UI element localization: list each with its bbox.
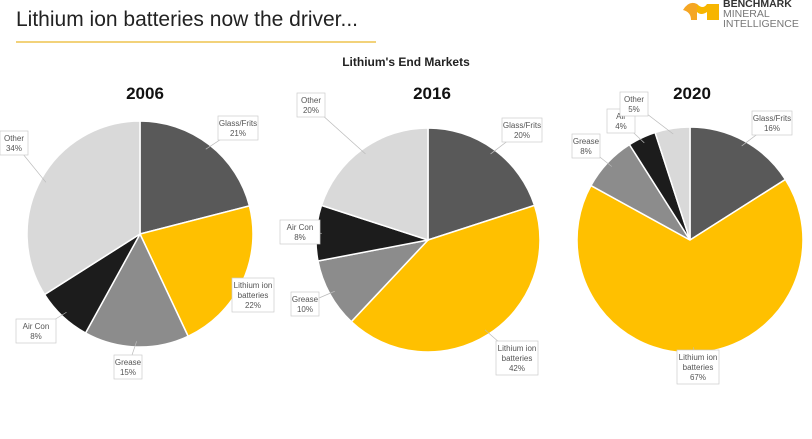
data-label: 20% (514, 131, 530, 140)
data-label: Glass/Frits (503, 121, 541, 130)
data-label: Grease (573, 137, 600, 146)
data-label: 42% (509, 364, 525, 373)
year-label: 2020 (673, 84, 711, 103)
logo-line3: INTELLIGENCE (723, 18, 799, 30)
data-label: Air Con (23, 322, 50, 331)
data-label-box (113, 354, 143, 380)
data-label: batteries (238, 291, 269, 300)
data-label: Other (624, 95, 644, 104)
data-label-box (0, 130, 29, 156)
data-label: Lithium ion (234, 281, 273, 290)
data-label: Grease (292, 295, 319, 304)
data-label: batteries (683, 363, 714, 372)
year-label: 2006 (126, 84, 164, 103)
data-label: Air Con (287, 223, 314, 232)
data-label-box (619, 91, 649, 117)
data-label: 34% (6, 144, 22, 153)
logo-line1: BENCHMARK (723, 0, 792, 10)
data-label-box (501, 117, 543, 143)
data-label: 22% (245, 301, 261, 310)
chart-title: Lithium's End Markets (342, 55, 470, 69)
data-label: 16% (764, 124, 780, 133)
pie-slice-grease (84, 232, 190, 348)
data-label: Air (616, 112, 626, 121)
data-label-box (571, 133, 601, 159)
data-label: 20% (303, 106, 319, 115)
logo-text: BENCHMARK MINERAL INTELLIGENCE (723, 0, 799, 29)
pie-slice-lithium-ion-batteries (350, 204, 541, 353)
data-label: Lithium ion (679, 353, 718, 362)
pie-slice-glass-frits (427, 127, 536, 242)
data-label: 21% (230, 129, 246, 138)
year-label: 2016 (413, 84, 451, 103)
logo-line2: MINERAL (723, 8, 770, 20)
title-underline (16, 41, 376, 43)
data-label: Grease (115, 358, 142, 367)
data-label: batteries (502, 354, 533, 363)
data-label-box (676, 349, 720, 385)
data-label-box (15, 318, 57, 344)
pie-slice-glass-frits (139, 120, 251, 235)
data-label: Other (4, 134, 24, 143)
data-label-box (279, 219, 321, 245)
data-label: Other (301, 96, 321, 105)
data-label: Glass/Frits (753, 114, 791, 123)
data-label: 4% (615, 122, 627, 131)
data-label: 8% (580, 147, 592, 156)
data-label: Lithium ion (498, 344, 537, 353)
pie-slice-other (320, 127, 429, 242)
data-label-box (231, 277, 275, 313)
data-label: 5% (628, 105, 640, 114)
data-label-box (217, 115, 259, 141)
data-label-box (290, 291, 320, 317)
data-label-box (751, 110, 793, 136)
data-label: 15% (120, 368, 136, 377)
pie-slice-glass-frits (689, 126, 787, 242)
data-label: 67% (690, 373, 706, 382)
data-label-box (495, 340, 539, 376)
data-label: 8% (294, 233, 306, 242)
slide-title: Lithium ion batteries now the driver... (16, 8, 359, 31)
benchmark-logo-icon (683, 2, 719, 20)
data-label: 8% (30, 332, 42, 341)
pie-slice-other (654, 126, 691, 241)
data-label: 10% (297, 305, 313, 314)
data-label: Glass/Frits (219, 119, 257, 128)
pie-slice-other (26, 120, 141, 296)
data-label-box (296, 92, 326, 118)
